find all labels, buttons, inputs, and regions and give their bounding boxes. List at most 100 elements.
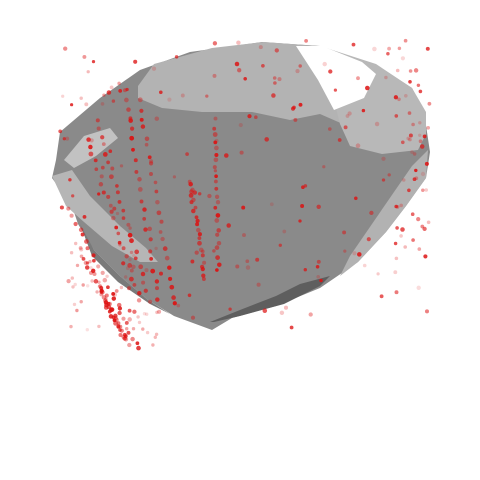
- point-marker: [176, 303, 181, 308]
- point-marker: [116, 231, 121, 236]
- point-marker: [111, 215, 116, 221]
- point-marker: [97, 192, 101, 196]
- point-marker: [125, 87, 129, 92]
- point-marker: [106, 90, 112, 95]
- point-marker: [142, 312, 147, 316]
- point-marker: [144, 136, 150, 142]
- point-marker: [143, 288, 148, 293]
- point-marker: [92, 272, 97, 276]
- point-marker: [155, 310, 159, 315]
- point-marker: [126, 330, 131, 335]
- point-marker: [58, 129, 63, 134]
- point-marker: [127, 232, 133, 238]
- point-marker: [151, 343, 155, 347]
- point-marker: [100, 102, 105, 106]
- point-marker: [94, 167, 99, 172]
- point-marker: [282, 229, 287, 234]
- point-marker: [269, 202, 274, 207]
- point-marker: [205, 94, 209, 98]
- point-marker: [153, 335, 157, 339]
- point-marker: [167, 265, 172, 270]
- point-marker: [96, 126, 101, 131]
- point-marker: [216, 240, 222, 246]
- point-marker: [121, 261, 126, 266]
- point-marker: [418, 121, 422, 125]
- point-marker: [141, 280, 146, 285]
- point-marker: [187, 293, 192, 298]
- point-marker: [66, 278, 71, 284]
- point-marker: [108, 149, 113, 153]
- point-marker: [112, 292, 118, 297]
- point-marker: [424, 188, 429, 192]
- point-marker: [102, 277, 108, 283]
- point-marker: [96, 264, 101, 269]
- point-marker: [108, 203, 113, 208]
- point-marker: [352, 251, 357, 256]
- point-marker: [366, 237, 371, 242]
- point-marker: [109, 85, 114, 90]
- point-marker: [121, 246, 126, 251]
- point-marker: [159, 271, 163, 276]
- point-marker: [158, 230, 163, 234]
- point-marker: [137, 320, 142, 325]
- point-marker: [127, 342, 132, 348]
- point-marker: [97, 324, 101, 329]
- point-marker: [214, 186, 219, 191]
- point-marker: [109, 174, 114, 180]
- point-marker: [214, 145, 219, 151]
- point-marker: [213, 157, 219, 163]
- point-marker: [397, 97, 401, 102]
- point-marker: [188, 193, 194, 198]
- point-marker: [162, 246, 168, 251]
- point-marker: [84, 265, 90, 270]
- point-marker: [111, 296, 117, 301]
- point-marker: [155, 199, 160, 205]
- point-marker: [400, 56, 406, 61]
- point-marker: [135, 341, 140, 346]
- point-marker: [180, 93, 185, 98]
- point-marker: [107, 309, 112, 314]
- point-marker: [168, 276, 173, 281]
- point-marker: [136, 298, 142, 303]
- point-marker: [75, 308, 79, 313]
- point-marker: [316, 259, 321, 264]
- point-marker: [408, 137, 412, 142]
- point-marker: [197, 192, 202, 196]
- point-marker: [75, 263, 80, 268]
- point-marker: [117, 310, 122, 316]
- point-marker: [116, 325, 121, 330]
- point-marker: [119, 285, 124, 290]
- point-marker: [424, 309, 430, 314]
- point-marker: [394, 256, 399, 261]
- point-marker: [63, 46, 68, 51]
- point-marker: [293, 117, 298, 122]
- point-marker: [395, 226, 399, 230]
- point-marker: [278, 243, 282, 247]
- point-marker: [256, 282, 261, 287]
- point-marker: [212, 165, 217, 170]
- point-marker: [214, 218, 220, 223]
- point-marker: [114, 317, 119, 322]
- point-marker: [394, 290, 399, 295]
- point-marker: [408, 69, 413, 73]
- point-marker: [214, 179, 218, 184]
- point-marker: [212, 249, 216, 253]
- point-marker: [139, 199, 144, 204]
- point-marker: [214, 245, 220, 250]
- point-marker: [127, 308, 132, 313]
- point-marker: [116, 324, 121, 329]
- point-marker: [82, 54, 87, 59]
- point-marker: [322, 61, 327, 67]
- point-marker: [423, 254, 428, 259]
- point-marker: [237, 68, 242, 73]
- point-marker: [102, 93, 106, 97]
- point-marker: [414, 176, 419, 180]
- point-marker: [114, 289, 119, 293]
- point-marker: [361, 108, 366, 113]
- point-marker: [117, 306, 123, 311]
- point-marker: [255, 257, 260, 262]
- point-marker: [133, 59, 138, 64]
- point-marker: [333, 88, 338, 92]
- point-marker: [137, 290, 142, 296]
